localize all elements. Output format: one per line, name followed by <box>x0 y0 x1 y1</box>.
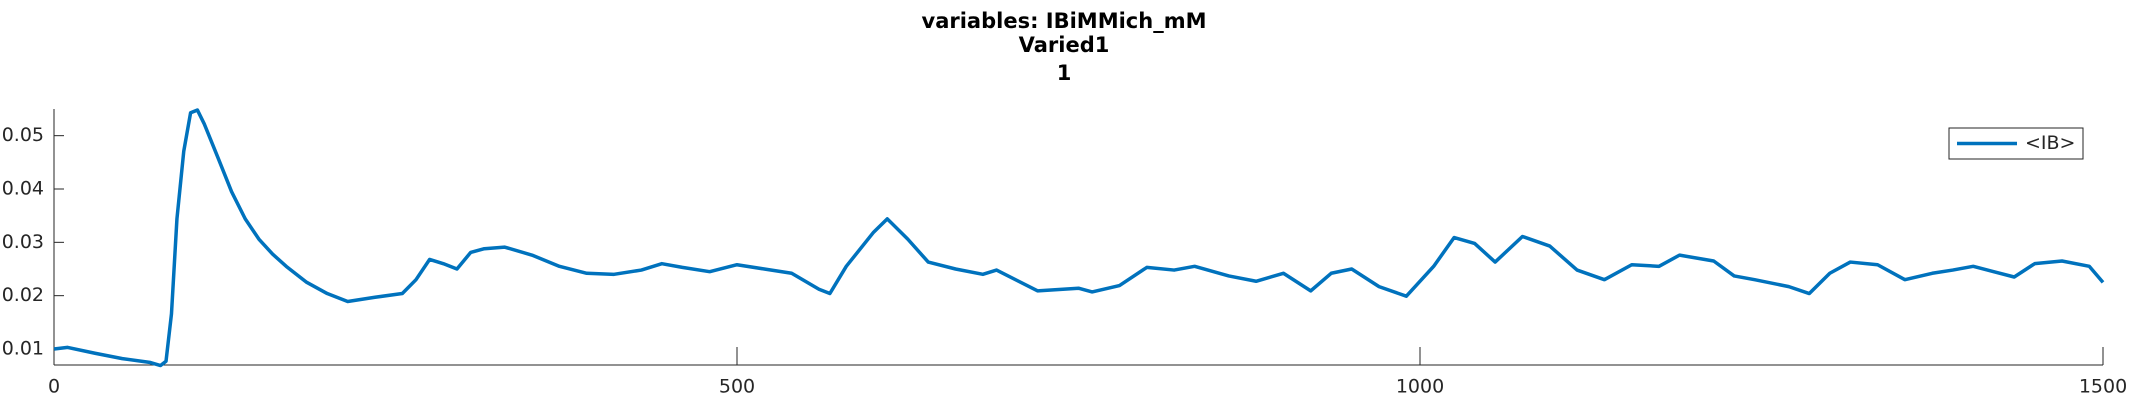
x-tick-label: 1000 <box>1396 376 1444 398</box>
y-tick-label: 0.03 <box>2 231 44 253</box>
chart-subtitle: Varied1 <box>1019 33 1110 57</box>
x-tick-label: 0 <box>48 376 60 398</box>
data-line <box>53 108 2105 368</box>
y-tick-label: 0.01 <box>2 338 44 360</box>
x-tick-label: 1500 <box>2079 376 2127 398</box>
y-tick-label: 0.02 <box>2 284 44 306</box>
chart-title: variables: IBiMMich_mM <box>922 9 1207 33</box>
y-tick-label: 0.05 <box>2 124 44 146</box>
y-tick-label: 0.04 <box>2 178 44 200</box>
chart-subtitle: 1 <box>1057 61 1072 85</box>
legend-label: <IB> <box>2025 132 2075 154</box>
x-tick-label: 500 <box>719 376 755 398</box>
